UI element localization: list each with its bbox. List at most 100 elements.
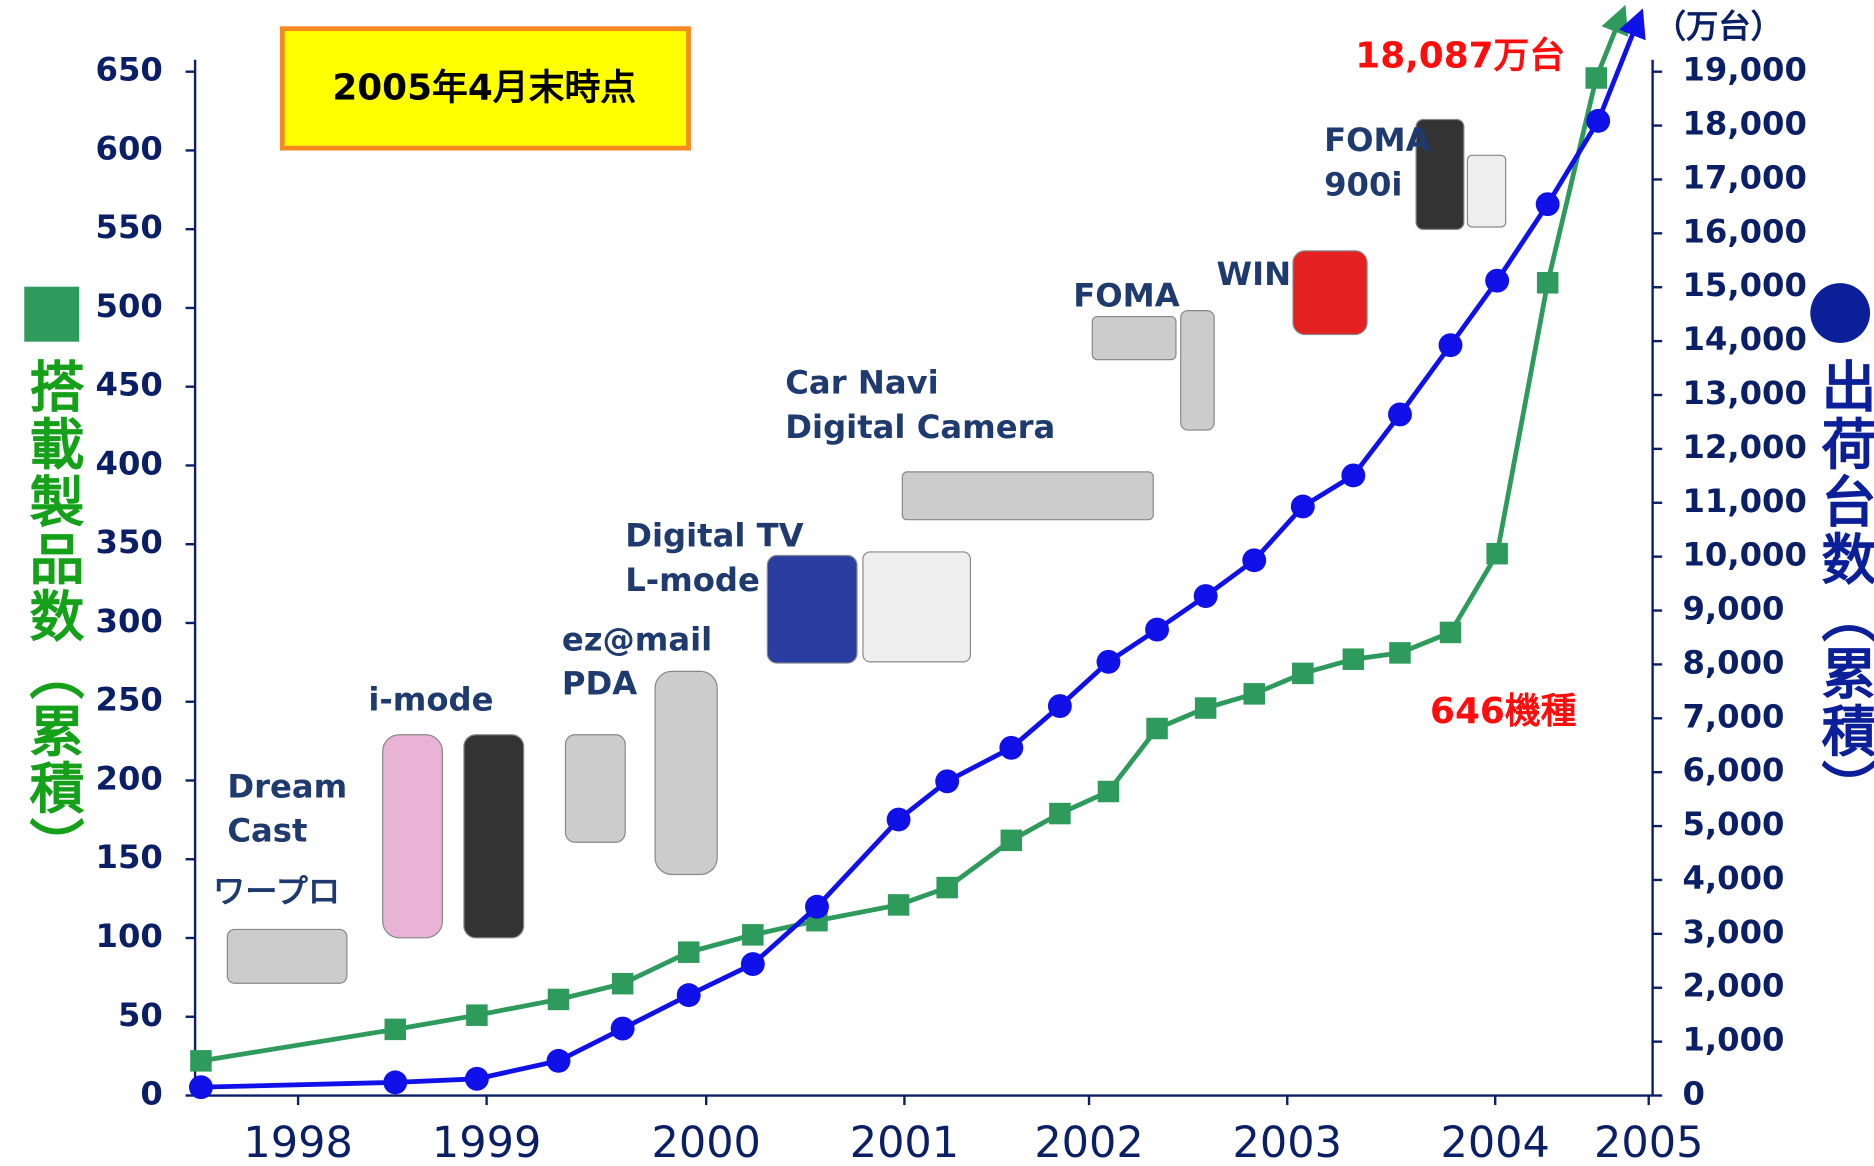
y2-tick-label: 7,000 xyxy=(1682,697,1784,735)
point xyxy=(1585,67,1607,89)
y2-tick-label: 0 xyxy=(1682,1075,1704,1113)
y2-tick-label: 18,000 xyxy=(1682,105,1806,143)
y-tick-label: 550 xyxy=(96,208,163,246)
annotation: Dream xyxy=(227,767,347,805)
point xyxy=(935,769,959,793)
point xyxy=(1537,272,1559,294)
y2-tick-label: 1,000 xyxy=(1682,1021,1784,1059)
point xyxy=(1389,642,1411,664)
legend-circle xyxy=(1810,283,1870,343)
annotation: （万台） xyxy=(1654,8,1783,46)
y-axis-title: 搭載製品数（累積） xyxy=(20,358,84,874)
point xyxy=(383,1070,407,1094)
point xyxy=(190,1050,212,1072)
point xyxy=(1097,650,1121,674)
point xyxy=(1343,648,1365,670)
point xyxy=(1146,718,1168,740)
x-tick-label: 2002 xyxy=(1034,1118,1143,1166)
point xyxy=(936,877,958,899)
y2-tick-label: 19,000 xyxy=(1682,51,1806,89)
chart: 搭載製品数（累積） 出荷台数（累積） 050100150200250300350… xyxy=(0,0,1874,1166)
point xyxy=(547,1049,571,1073)
y-tick-label: 400 xyxy=(96,444,163,482)
y-tick-label: 300 xyxy=(96,602,163,640)
annotation: Car Navi xyxy=(785,364,938,402)
point xyxy=(1145,618,1169,642)
point xyxy=(1049,803,1071,825)
point xyxy=(1439,333,1463,357)
x-tick-label: 2004 xyxy=(1440,1118,1549,1166)
point xyxy=(999,736,1023,760)
y-tick-label: 50 xyxy=(118,996,163,1034)
annotation: WIN xyxy=(1217,255,1292,293)
annotation: 900i xyxy=(1324,165,1402,203)
annotation: Digital Camera xyxy=(785,408,1055,446)
y-tick-label: 450 xyxy=(96,366,163,404)
point xyxy=(1048,694,1072,718)
point xyxy=(1243,683,1265,705)
annotation: Cast xyxy=(227,812,307,850)
annotation: PDA xyxy=(562,665,637,703)
point xyxy=(741,952,765,976)
annotation: i-mode xyxy=(368,680,493,718)
point xyxy=(1440,622,1462,644)
annotation: 18,087万台 xyxy=(1355,35,1565,76)
point xyxy=(612,973,634,995)
y2-tick-label: 11,000 xyxy=(1682,482,1806,520)
point xyxy=(611,1017,635,1041)
x-tick-label: 2003 xyxy=(1233,1118,1342,1166)
point xyxy=(385,1019,407,1041)
point xyxy=(1291,495,1315,519)
y2-tick-label: 16,000 xyxy=(1682,212,1806,250)
point xyxy=(888,894,910,916)
y2-axis-title: 出荷台数（累積） xyxy=(1812,358,1874,817)
annotation: 2005年4月末時点 xyxy=(332,68,636,109)
x-tick-label: 1998 xyxy=(243,1118,352,1166)
annotation: L-mode xyxy=(625,561,760,599)
annotation: FOMA xyxy=(1324,121,1431,159)
y2-tick-label: 5,000 xyxy=(1682,805,1784,843)
y2-tick-label: 14,000 xyxy=(1682,320,1806,358)
y-tick-label: 150 xyxy=(96,838,163,876)
y-tick-label: 650 xyxy=(96,51,163,89)
annotation: ワープロ xyxy=(213,873,340,911)
annotation: Digital TV xyxy=(625,517,803,555)
point xyxy=(805,895,829,919)
y2-tick-label: 12,000 xyxy=(1682,428,1806,466)
point xyxy=(1486,543,1508,565)
y2-tick-label: 15,000 xyxy=(1682,266,1806,304)
annotation: ez@mail xyxy=(562,621,712,659)
point xyxy=(1536,192,1560,216)
y2-tick-label: 10,000 xyxy=(1682,536,1806,574)
y-tick-label: 0 xyxy=(140,1075,162,1113)
annotation: FOMA xyxy=(1073,276,1180,314)
point xyxy=(1341,463,1365,487)
page: {"chart_data":{"type":"line", "annotatio… xyxy=(0,0,1874,1166)
point xyxy=(1195,697,1217,719)
point xyxy=(548,989,570,1011)
point xyxy=(1098,781,1120,803)
y2-tick-label: 9,000 xyxy=(1682,590,1784,628)
legend-square xyxy=(24,287,79,342)
point xyxy=(1194,584,1218,608)
annotation: 646機種 xyxy=(1430,691,1577,732)
y2-tick-label: 13,000 xyxy=(1682,374,1806,412)
point xyxy=(677,983,701,1007)
y2-tick-label: 4,000 xyxy=(1682,859,1784,897)
y2-tick-label: 3,000 xyxy=(1682,913,1784,951)
point xyxy=(678,941,700,963)
y-tick-label: 250 xyxy=(96,681,163,719)
x-tick-label: 2005 xyxy=(1594,1118,1703,1166)
y-tick-label: 100 xyxy=(96,917,163,955)
y2-tick-label: 6,000 xyxy=(1682,751,1784,789)
point xyxy=(742,924,764,946)
y2-tick-label: 17,000 xyxy=(1682,158,1806,196)
y2-tick-label: 2,000 xyxy=(1682,967,1784,1005)
y-tick-label: 600 xyxy=(96,129,163,167)
x-tick-label: 2001 xyxy=(850,1118,959,1166)
point xyxy=(1001,830,1023,852)
y2-tick-label: 8,000 xyxy=(1682,643,1784,681)
y-tick-label: 500 xyxy=(96,287,163,325)
point xyxy=(1242,548,1266,572)
y-tick-label: 350 xyxy=(96,523,163,561)
